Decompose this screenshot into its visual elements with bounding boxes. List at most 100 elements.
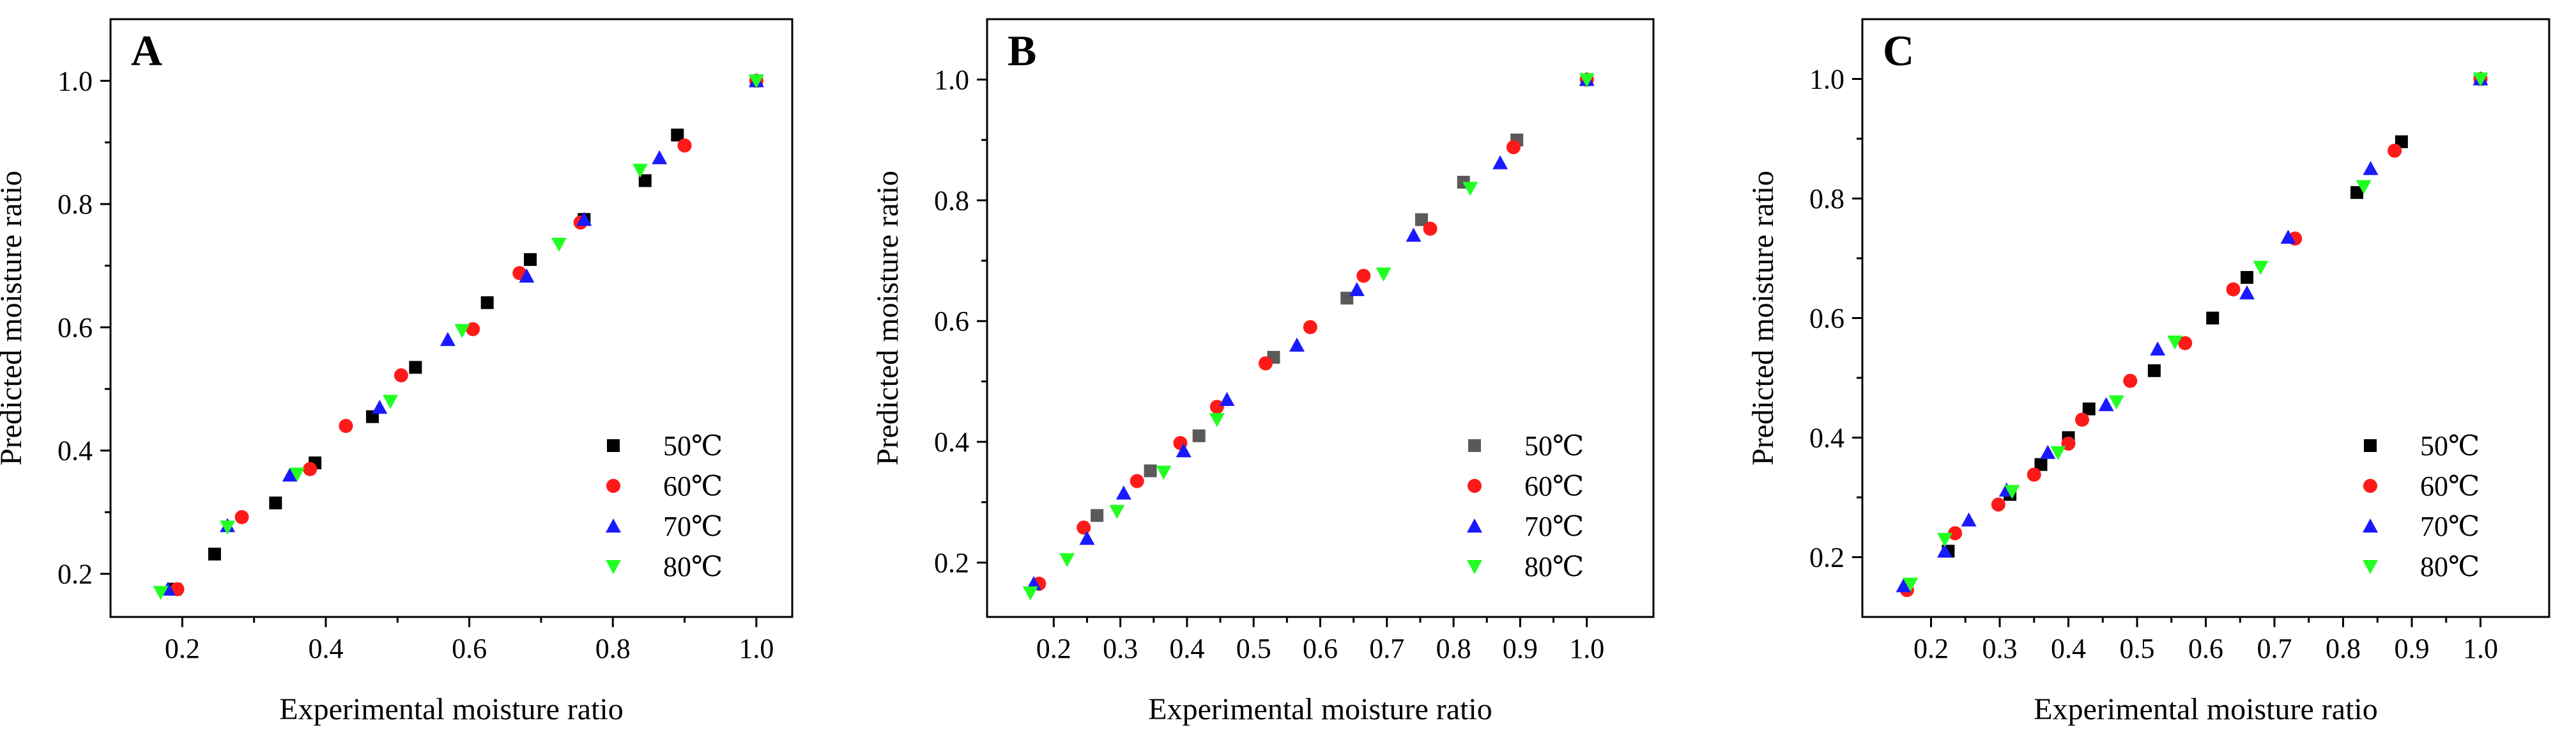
- y-axis-title: Predicted moisture ratio: [871, 171, 905, 465]
- data-point: [1109, 504, 1125, 519]
- data-point: [2280, 230, 2296, 244]
- x-tick-label: 0.4: [308, 633, 343, 664]
- legend-label: 70℃: [663, 511, 723, 542]
- data-point: [1192, 429, 1206, 442]
- y-tick-label: 0.2: [1809, 542, 1844, 573]
- legend-label: 70℃: [1524, 511, 1584, 542]
- y-tick-label: 0.8: [934, 185, 969, 216]
- legend-marker: [606, 479, 620, 493]
- y-tick-label: 0.4: [57, 435, 93, 467]
- data-point: [2150, 341, 2166, 356]
- legend-label: 80℃: [2420, 551, 2480, 582]
- legend-marker: [606, 518, 621, 533]
- data-point: [2388, 143, 2402, 158]
- data-point: [748, 74, 764, 89]
- x-tick-label: 1.0: [1569, 633, 1604, 664]
- data-point: [383, 394, 399, 409]
- data-point: [1289, 338, 1305, 352]
- series-3: [153, 74, 764, 600]
- x-tick-label: 0.5: [2120, 633, 2155, 664]
- data-point: [2034, 458, 2048, 471]
- data-point: [2027, 467, 2041, 482]
- data-point: [1903, 577, 1919, 592]
- y-axis-title: Predicted moisture ratio: [1746, 171, 1780, 465]
- x-tick-label: 0.7: [2257, 633, 2292, 664]
- x-tick-label: 0.7: [1369, 633, 1404, 664]
- legend-label: 80℃: [663, 551, 723, 582]
- legend-label: 50℃: [2420, 430, 2480, 462]
- data-point: [234, 510, 249, 524]
- data-point: [632, 164, 648, 178]
- legend-marker: [2363, 518, 2378, 533]
- data-point: [1258, 356, 1273, 371]
- x-axis-title: Experimental moisture ratio: [1148, 692, 1492, 726]
- data-point: [1091, 509, 1104, 522]
- data-point: [1156, 465, 1172, 480]
- series-0: [1091, 73, 1593, 522]
- data-point: [1579, 73, 1595, 88]
- series-3: [1903, 72, 2488, 592]
- data-point: [1130, 474, 1144, 488]
- y-tick-label: 0.2: [57, 559, 93, 590]
- panel-label: B: [1008, 26, 1036, 75]
- x-tick-label: 0.8: [595, 633, 631, 664]
- data-point: [220, 520, 236, 535]
- data-point: [2226, 282, 2241, 297]
- legend-marker: [2364, 439, 2377, 452]
- chart-panel-a: 0.2 0.4 0.6 0.8 1.0 0.2 0.4 0.6 0.8 1.0 Experiment…: [0, 18, 793, 726]
- data-point: [2147, 364, 2161, 377]
- data-point: [1376, 267, 1392, 282]
- y-tick-label: 1.0: [934, 64, 969, 95]
- legend: 50℃ 60℃ 70℃ 80℃: [2363, 430, 2480, 582]
- data-point: [372, 400, 388, 414]
- series-1: [170, 74, 763, 596]
- legend: 50℃ 60℃ 70℃ 80℃: [1467, 430, 1584, 582]
- series-2: [1896, 71, 2488, 593]
- series-3: [1022, 73, 1595, 601]
- y-tick-label: 1.0: [57, 65, 93, 97]
- x-tick-label: 0.6: [1303, 633, 1338, 664]
- data-point: [153, 586, 169, 600]
- data-point: [671, 129, 684, 142]
- data-point: [1423, 221, 1438, 236]
- data-point: [2098, 397, 2114, 412]
- data-point: [677, 138, 692, 153]
- data-point: [480, 296, 494, 309]
- data-point: [208, 547, 221, 561]
- x-tick-label: 0.6: [452, 633, 487, 664]
- legend-label: 60℃: [2420, 471, 2480, 502]
- x-axis-title: Experimental moisture ratio: [279, 692, 624, 726]
- legend-marker: [607, 439, 620, 452]
- legend-marker: [2363, 560, 2378, 574]
- data-point: [1462, 182, 1478, 196]
- legend-marker: [1467, 518, 1482, 533]
- series-0: [1942, 72, 2487, 558]
- data-point: [2075, 412, 2089, 427]
- data-point: [551, 237, 567, 252]
- data-point: [652, 150, 668, 164]
- x-tick-label: 0.4: [1169, 633, 1204, 664]
- legend-label: 80℃: [1524, 551, 1584, 582]
- data-point: [2178, 336, 2193, 350]
- data-point: [2082, 402, 2096, 416]
- data-point: [519, 268, 535, 283]
- data-point: [576, 212, 592, 226]
- x-tick-label: 0.2: [1036, 633, 1071, 664]
- y-tick-label: 0.8: [57, 189, 93, 220]
- x-tick-label: 1.0: [2463, 633, 2498, 664]
- data-point: [282, 467, 298, 482]
- data-point: [2167, 335, 2183, 350]
- series-1: [1899, 72, 2488, 597]
- data-point: [1896, 578, 1912, 593]
- data-point: [394, 368, 408, 383]
- y-tick-label: 0.6: [1809, 303, 1844, 334]
- data-point: [454, 323, 470, 338]
- data-point: [1349, 282, 1365, 297]
- legend-marker: [606, 560, 621, 574]
- x-tick-label: 0.4: [2051, 633, 2086, 664]
- data-point: [1492, 155, 1508, 169]
- data-point: [2206, 311, 2220, 325]
- x-tick-label: 0.2: [165, 633, 200, 664]
- y-tick-label: 0.8: [1809, 183, 1844, 215]
